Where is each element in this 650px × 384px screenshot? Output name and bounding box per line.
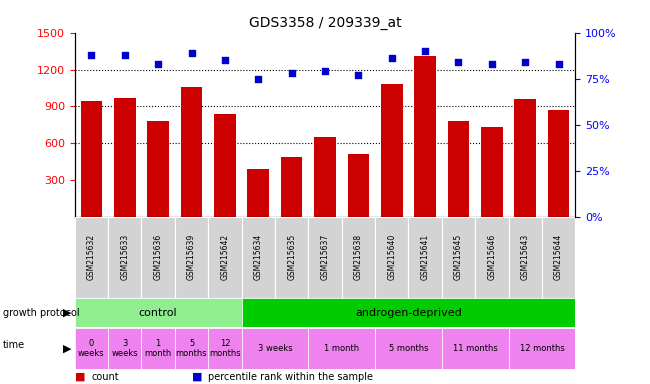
- Text: ■: ■: [75, 372, 85, 382]
- Text: GSM215633: GSM215633: [120, 234, 129, 280]
- Text: count: count: [91, 372, 119, 382]
- Text: androgen-deprived: androgen-deprived: [355, 308, 462, 318]
- Bar: [208, 217, 242, 298]
- Point: [220, 57, 230, 63]
- Bar: [175, 217, 208, 298]
- Bar: [348, 154, 369, 217]
- Bar: [308, 328, 375, 369]
- Text: 3
weeks: 3 weeks: [112, 339, 138, 358]
- Bar: [142, 217, 175, 298]
- Bar: [508, 217, 542, 298]
- Point: [453, 59, 463, 65]
- Bar: [342, 217, 375, 298]
- Text: GSM215635: GSM215635: [287, 234, 296, 280]
- Point: [253, 76, 263, 82]
- Text: GSM215640: GSM215640: [387, 234, 396, 280]
- Bar: [142, 328, 175, 369]
- Bar: [148, 121, 169, 217]
- Text: control: control: [139, 308, 177, 318]
- Text: time: time: [3, 339, 25, 350]
- Bar: [548, 110, 569, 217]
- Bar: [81, 101, 102, 217]
- Bar: [75, 298, 242, 327]
- Point: [487, 61, 497, 67]
- Bar: [308, 217, 342, 298]
- Bar: [514, 99, 536, 217]
- Bar: [214, 114, 236, 217]
- Point: [187, 50, 197, 56]
- Text: 1
month: 1 month: [144, 339, 172, 358]
- Text: growth protocol: growth protocol: [3, 308, 80, 318]
- Bar: [442, 328, 508, 369]
- Text: GSM215646: GSM215646: [488, 234, 497, 280]
- Bar: [114, 98, 136, 217]
- Bar: [75, 217, 108, 298]
- Text: percentile rank within the sample: percentile rank within the sample: [208, 372, 373, 382]
- Bar: [375, 217, 408, 298]
- Bar: [381, 84, 402, 217]
- Point: [86, 52, 97, 58]
- Text: GSM215641: GSM215641: [421, 234, 430, 280]
- Point: [120, 52, 130, 58]
- Text: 5 months: 5 months: [389, 344, 428, 353]
- Point: [320, 68, 330, 74]
- Bar: [175, 328, 208, 369]
- Text: GSM215637: GSM215637: [320, 234, 330, 280]
- Text: ▶: ▶: [62, 308, 72, 318]
- Text: ■: ■: [192, 372, 202, 382]
- Bar: [281, 157, 302, 217]
- Bar: [242, 217, 275, 298]
- Text: GSM215642: GSM215642: [220, 234, 229, 280]
- Bar: [108, 217, 142, 298]
- Text: GSM215643: GSM215643: [521, 234, 530, 280]
- Bar: [208, 328, 242, 369]
- Bar: [314, 137, 336, 217]
- Bar: [375, 328, 442, 369]
- Point: [420, 48, 430, 54]
- Point: [387, 55, 397, 61]
- Point: [553, 61, 564, 67]
- Bar: [248, 169, 269, 217]
- Bar: [242, 328, 308, 369]
- Point: [153, 61, 163, 67]
- Text: 5
months: 5 months: [176, 339, 207, 358]
- Text: 12
months: 12 months: [209, 339, 240, 358]
- Title: GDS3358 / 209339_at: GDS3358 / 209339_at: [249, 16, 401, 30]
- Bar: [542, 217, 575, 298]
- Text: 1 month: 1 month: [324, 344, 359, 353]
- Bar: [481, 127, 502, 217]
- Bar: [75, 328, 108, 369]
- Bar: [275, 217, 308, 298]
- Bar: [181, 87, 202, 217]
- Point: [353, 72, 363, 78]
- Text: GSM215645: GSM215645: [454, 234, 463, 280]
- Point: [287, 70, 297, 76]
- Bar: [508, 328, 575, 369]
- Text: 12 months: 12 months: [519, 344, 564, 353]
- Text: GSM215636: GSM215636: [153, 234, 162, 280]
- Bar: [475, 217, 508, 298]
- Bar: [442, 217, 475, 298]
- Point: [520, 59, 530, 65]
- Bar: [108, 328, 142, 369]
- Text: ▶: ▶: [62, 343, 72, 354]
- Bar: [448, 121, 469, 217]
- Bar: [414, 56, 436, 217]
- Text: 0
weeks: 0 weeks: [78, 339, 105, 358]
- Bar: [408, 217, 442, 298]
- Bar: [242, 298, 575, 327]
- Text: GSM215644: GSM215644: [554, 234, 563, 280]
- Text: 3 weeks: 3 weeks: [257, 344, 292, 353]
- Text: GSM215632: GSM215632: [87, 234, 96, 280]
- Text: GSM215639: GSM215639: [187, 234, 196, 280]
- Text: GSM215638: GSM215638: [354, 234, 363, 280]
- Text: 11 months: 11 months: [453, 344, 497, 353]
- Text: GSM215634: GSM215634: [254, 234, 263, 280]
